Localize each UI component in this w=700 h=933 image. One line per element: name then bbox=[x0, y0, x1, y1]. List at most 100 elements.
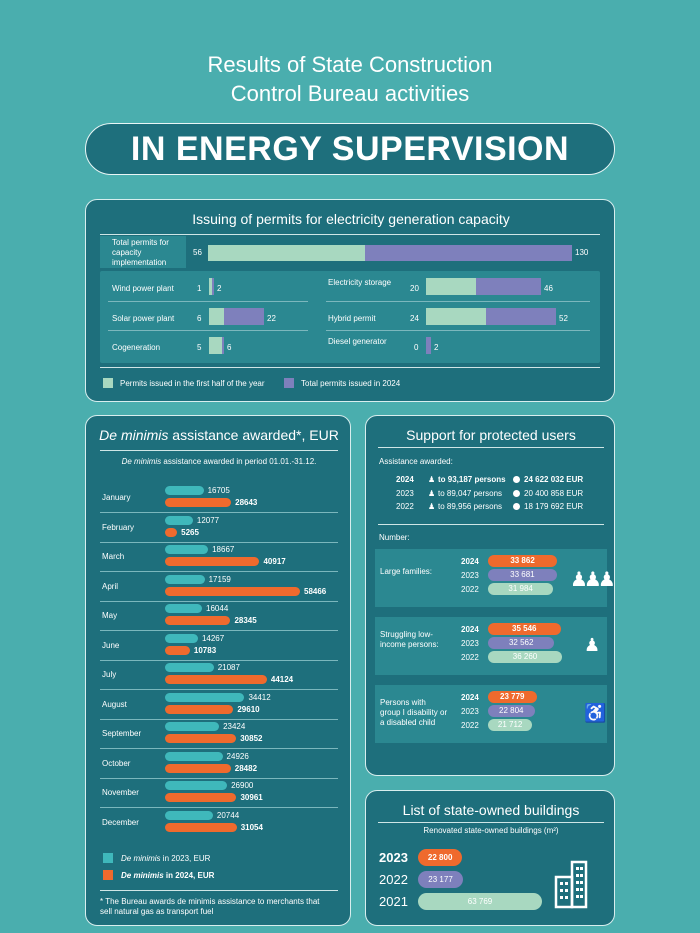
month-label-april: April bbox=[102, 581, 119, 591]
divider bbox=[100, 367, 600, 368]
month-label-june: June bbox=[102, 640, 120, 650]
value-2023-may: 16044 bbox=[206, 604, 229, 613]
value-2024-january: 28643 bbox=[235, 498, 258, 507]
legend-2023-swatch bbox=[103, 853, 113, 863]
value-2024-december: 31054 bbox=[240, 822, 263, 832]
month-label-march: March bbox=[102, 552, 125, 561]
legend-first-half-label: Permits issued in the first half of the … bbox=[120, 379, 265, 388]
legend-2023-rest: in 2023, EUR bbox=[160, 854, 211, 863]
value-2024-september: 30852 bbox=[240, 734, 263, 743]
assist-year: 2023 bbox=[396, 488, 414, 498]
permit-total-value-wind-power-plant: 2 bbox=[217, 284, 222, 293]
value-2023-november: 26900 bbox=[231, 781, 254, 790]
bar-2024-november bbox=[165, 793, 237, 802]
permit-first-half-bar-electricity-storage bbox=[426, 278, 476, 295]
buildings-panel: List of state-owned buildings Renovated … bbox=[365, 790, 615, 926]
value-2024-may: 28345 bbox=[234, 616, 257, 625]
deminimis-title-rest: assistance awarded*, EUR bbox=[168, 427, 339, 443]
euro-icon bbox=[513, 476, 520, 483]
permit-total-value-hybrid-permit: 52 bbox=[559, 314, 568, 323]
group-label-2: Struggling low-income persons: bbox=[380, 630, 439, 649]
group-year: 2022 bbox=[461, 585, 479, 594]
value-2023-april: 17159 bbox=[208, 574, 231, 584]
assist-year: 2024 bbox=[396, 475, 414, 484]
group-bar-2022: 21 712 bbox=[488, 719, 533, 731]
month-label-july: July bbox=[102, 670, 117, 679]
group-year: 2023 bbox=[461, 707, 479, 716]
divider bbox=[326, 330, 590, 331]
total-first-half-value: 56 bbox=[193, 248, 202, 257]
group-bar-2022: 36 260 bbox=[488, 651, 562, 663]
month-label-may: May bbox=[102, 611, 118, 620]
group-year: 2024 bbox=[461, 625, 479, 634]
assist-eur: 20 400 858 EUR bbox=[524, 488, 584, 498]
permit-total-bar-wind-power-plant bbox=[209, 278, 214, 295]
permit-first-half-value-wind-power-plant: 1 bbox=[197, 284, 202, 293]
title-line-1: Results of State Construction bbox=[207, 52, 493, 77]
support-title: Support for protected users bbox=[406, 427, 576, 443]
value-2024-november: 30961 bbox=[240, 793, 263, 802]
group-label-3: Persons with group I disability or a dis… bbox=[380, 698, 448, 727]
divider bbox=[378, 524, 604, 525]
permit-first-half-value-diesel-generator: 0 bbox=[414, 343, 419, 352]
permit-first-half-value-cogeneration: 5 bbox=[197, 343, 202, 352]
deminimis-footnote: * The Bureau awards de minimis assistanc… bbox=[100, 897, 320, 916]
permit-first-half-bar-hybrid-permit bbox=[426, 308, 486, 325]
divider bbox=[100, 600, 338, 602]
permit-label-electricity-storage: Electricity storage bbox=[328, 278, 392, 287]
permits-title: Issuing of permits for electricity gener… bbox=[192, 211, 510, 227]
month-label-september: September bbox=[102, 729, 142, 738]
group-year: 2022 bbox=[461, 721, 479, 730]
divider bbox=[378, 822, 604, 823]
month-label-august: August bbox=[102, 699, 127, 709]
group-year: 2022 bbox=[461, 653, 479, 662]
bar-2023-september bbox=[165, 722, 220, 731]
legend-first-half-swatch bbox=[103, 378, 113, 388]
legend-2024-rest: in 2024, EUR bbox=[163, 871, 215, 880]
group-label-1: Large families: bbox=[380, 567, 433, 576]
title-line-2: Control Bureau activities bbox=[230, 81, 470, 106]
page-title: Results of State Construction Control Bu… bbox=[0, 50, 700, 108]
value-2024-march: 40917 bbox=[263, 557, 286, 566]
value-2024-april: 58466 bbox=[304, 586, 327, 596]
bar-2023-november bbox=[165, 781, 228, 790]
divider bbox=[378, 447, 604, 448]
bar-2024-october bbox=[165, 763, 231, 773]
bar-2023-march bbox=[165, 545, 209, 554]
divider bbox=[100, 777, 338, 779]
bar-2024-december bbox=[165, 822, 237, 832]
assist-persons: to 93,187 persons bbox=[438, 475, 506, 484]
group-bar-2023: 33 681 bbox=[488, 569, 557, 581]
value-2023-january: 16705 bbox=[207, 486, 230, 495]
wheelchair-icon: ♿ bbox=[584, 703, 607, 723]
bar-2023-october bbox=[165, 751, 223, 761]
bar-2024-july bbox=[165, 675, 267, 684]
building-icon bbox=[554, 860, 588, 909]
divider bbox=[100, 512, 338, 513]
value-2024-august: 29610 bbox=[237, 704, 260, 714]
value-2023-june: 14267 bbox=[201, 633, 225, 643]
total-total-value: 130 bbox=[575, 248, 589, 257]
permit-total-value-solar-power-plant: 22 bbox=[267, 314, 276, 323]
legend-total-label: Total permits issued in 2024 bbox=[301, 379, 401, 388]
divider bbox=[100, 748, 338, 749]
banner: IN ENERGY SUPERVISION bbox=[85, 123, 615, 175]
value-2024-february: 5265 bbox=[181, 527, 199, 537]
banner-text: IN ENERGY SUPERVISION bbox=[130, 129, 570, 168]
bar-2024-may bbox=[165, 616, 231, 625]
group-year: 2023 bbox=[461, 571, 479, 580]
assist-year: 2022 bbox=[396, 502, 414, 511]
month-label-december: December bbox=[102, 817, 139, 827]
group-bar-2024: 23 779 bbox=[488, 691, 537, 703]
total-permits-label: Total permits for capacity implementatio… bbox=[112, 238, 169, 267]
permit-first-half-value-electricity-storage: 20 bbox=[410, 284, 419, 293]
total-label-box bbox=[100, 236, 186, 268]
total-first-half-bar bbox=[208, 245, 365, 261]
assist-persons: to 89,956 persons bbox=[438, 502, 503, 511]
value-2024-july: 44124 bbox=[270, 675, 294, 684]
permit-first-half-bar-solar-power-plant bbox=[209, 308, 224, 325]
permit-first-half-bar-cogeneration bbox=[209, 337, 222, 354]
bar-2023-december bbox=[165, 810, 213, 820]
group-year: 2024 bbox=[461, 693, 479, 702]
legend-2023-italic: De minimis bbox=[121, 854, 161, 863]
